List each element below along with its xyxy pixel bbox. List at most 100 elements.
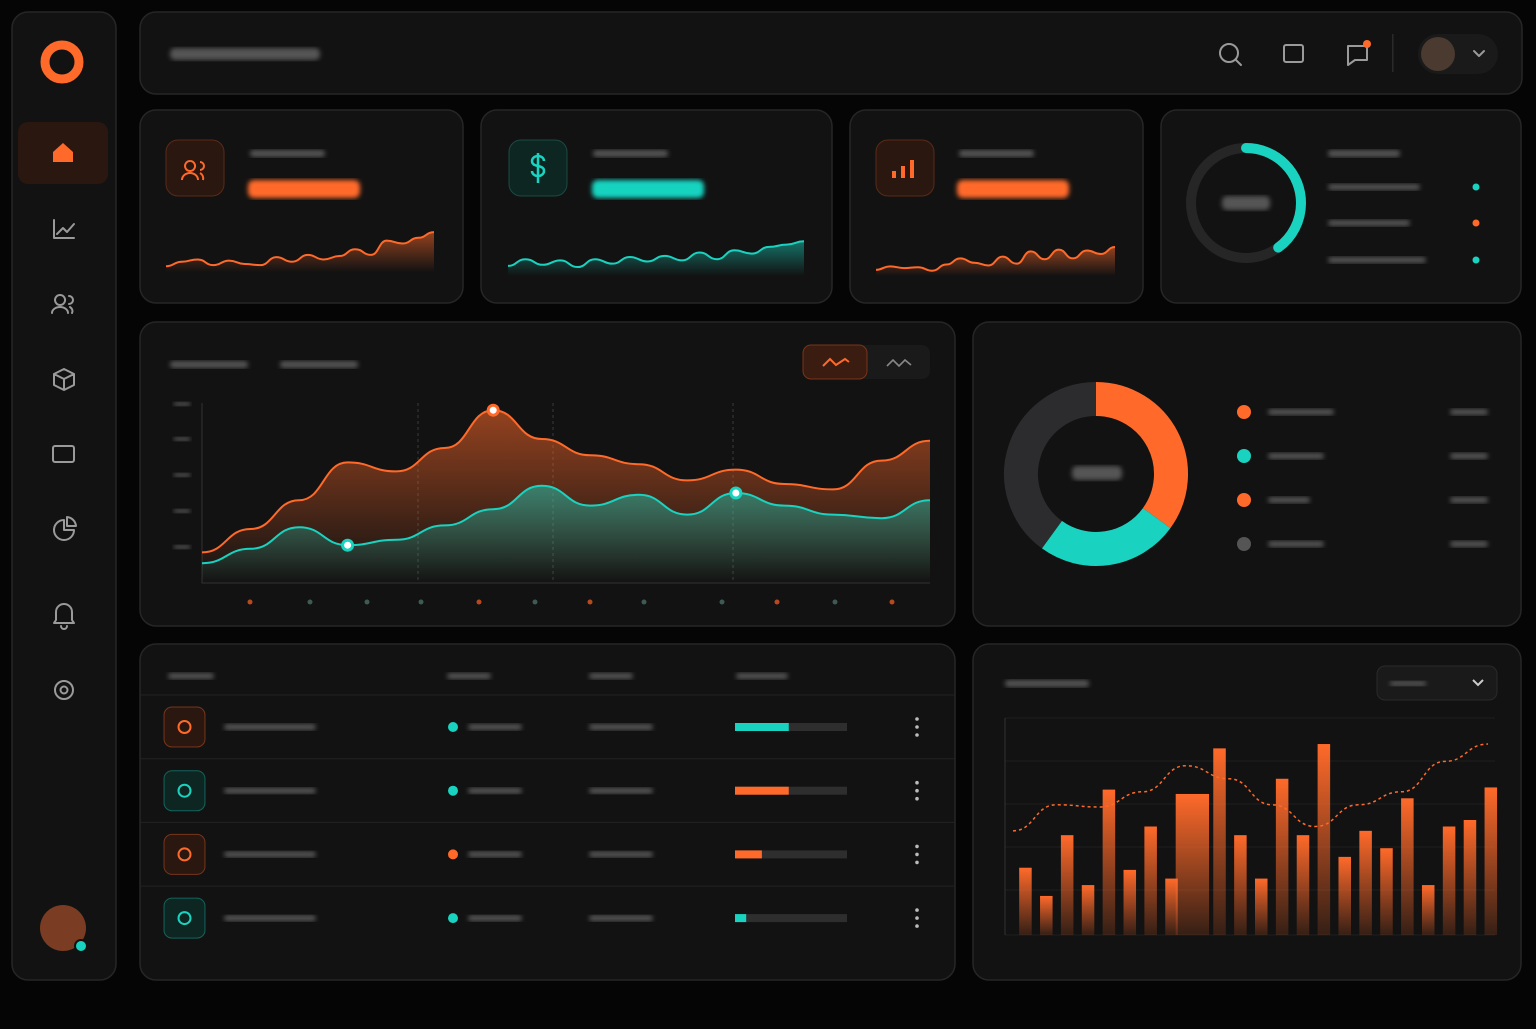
x-tick-dot [307, 599, 313, 605]
dropdown[interactable] [1376, 665, 1498, 701]
legend-text-blurred [1328, 220, 1410, 226]
profile-avatar [1421, 37, 1455, 71]
sidebar [11, 11, 117, 981]
legend-value-blurred [1450, 497, 1488, 503]
bell-icon[interactable] [53, 603, 75, 630]
row-menu-dot [915, 852, 919, 857]
stat-card [139, 109, 464, 304]
legend-dot [1472, 183, 1480, 191]
settings-icon[interactable] [54, 680, 74, 700]
bars-icon [892, 160, 914, 178]
donut-legend [1237, 405, 1488, 551]
row-icon [163, 833, 206, 875]
row-menu-dot [915, 860, 919, 865]
users-icon [181, 160, 205, 181]
progress-track [735, 914, 847, 923]
stat-value-blurred [957, 180, 1069, 198]
tab-blurred[interactable] [280, 361, 358, 368]
cell-blurred [589, 724, 653, 730]
bar [1081, 885, 1095, 935]
highlight-point [341, 538, 355, 552]
legend-dot [1472, 256, 1480, 264]
gauge-label-blurred [1222, 196, 1270, 210]
box-icon[interactable] [53, 368, 75, 391]
cell-blurred [468, 915, 522, 922]
tick-blurred [174, 402, 190, 406]
x-tick-dot [832, 599, 838, 605]
tick-blurred [174, 545, 190, 549]
notification-dot [1363, 40, 1371, 48]
column-header-blurred [447, 673, 491, 679]
row-icon-glyph [177, 720, 192, 734]
x-tick-dot [587, 599, 593, 605]
progress-bar [735, 786, 789, 795]
row-menu-dot [915, 733, 919, 737]
x-tick-dot [247, 599, 253, 605]
logo[interactable] [40, 40, 84, 84]
cell-blurred [589, 787, 653, 794]
cell-blurred [224, 851, 316, 858]
bar [1442, 826, 1456, 935]
x-tick-dot [418, 599, 424, 605]
legend-text-blurred [1268, 497, 1310, 503]
legend-text-blurred [1268, 453, 1324, 459]
toggle-icon[interactable] [886, 358, 912, 368]
donut-segment [1095, 382, 1188, 529]
home-icon[interactable] [53, 143, 73, 162]
divider [1392, 34, 1394, 72]
bar [1102, 789, 1116, 935]
line [507, 240, 805, 269]
trend-line [1012, 743, 1489, 832]
row-icon [163, 770, 206, 812]
legend-text-blurred [1268, 409, 1334, 415]
chart-icon[interactable] [53, 219, 75, 239]
search-handle [1235, 59, 1242, 66]
bar [1060, 835, 1074, 935]
toggle-icon [822, 357, 850, 367]
dropdown-chevron [1472, 679, 1484, 687]
line [165, 231, 435, 268]
row-menu-dot [915, 924, 919, 928]
bar [1275, 778, 1289, 935]
status-dot [448, 849, 458, 860]
card-icon[interactable] [52, 445, 75, 463]
tick-blurred [174, 437, 190, 441]
x-tick-dot [774, 599, 780, 605]
row-menu-dot [915, 717, 919, 721]
legend-dot [1237, 493, 1251, 507]
bar [1463, 819, 1477, 935]
row-menu-dot [915, 788, 919, 793]
donut-label-blurred [1072, 466, 1122, 480]
legend-dot [1237, 405, 1251, 419]
calendar-icon[interactable] [1283, 44, 1304, 63]
x-tick-dot [641, 599, 647, 605]
cell-blurred [224, 724, 316, 730]
row-menu-dot [915, 916, 919, 920]
row-icon [163, 897, 206, 939]
search-icon[interactable] [1219, 43, 1239, 63]
bar [1359, 830, 1372, 935]
bar [1123, 869, 1137, 935]
progress-bar [735, 723, 789, 731]
bar [1165, 878, 1178, 935]
users-icon[interactable] [51, 294, 74, 314]
legend-text-blurred [1328, 257, 1426, 263]
highlight-point [729, 486, 743, 500]
tick-blurred [174, 509, 190, 513]
avatar[interactable] [40, 905, 86, 951]
area-fill [202, 485, 930, 583]
x-tick-dot [532, 599, 538, 605]
row-icon [163, 706, 206, 748]
tab-blurred[interactable] [170, 361, 248, 368]
stat-label-blurred [250, 150, 325, 157]
pie-icon[interactable] [53, 516, 77, 541]
progress-track [735, 723, 847, 731]
toggle-active[interactable] [802, 344, 868, 380]
donut-card [972, 321, 1522, 627]
status-dot [448, 785, 458, 796]
cell-blurred [468, 851, 522, 858]
bar [1144, 826, 1157, 935]
x-tick-dot [889, 599, 895, 605]
row-menu-dot [915, 796, 919, 801]
